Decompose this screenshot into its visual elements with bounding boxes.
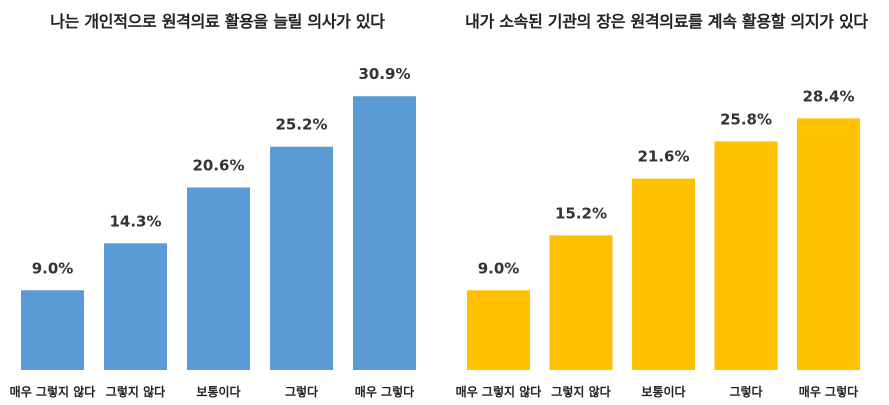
right-bar-4 (714, 141, 778, 370)
left-bar-1 (21, 290, 84, 370)
left-bar-5 (353, 96, 416, 370)
left-bar-3 (187, 187, 250, 370)
right-bar-3 (632, 178, 695, 370)
right-category-label-2: 그렇지 않다 (551, 384, 610, 399)
left-chart-panel: 나는 개인적으로 원격의료 활용을 늘릴 의사가 있다 9.0% 매우 그렇지 않… (0, 0, 435, 405)
left-category-label-3: 보통이다 (196, 384, 240, 399)
left-value-label-4: 25.2% (275, 116, 327, 134)
right-bar-2 (549, 235, 613, 370)
left-bar-2 (104, 243, 167, 370)
left-category-label-2: 그렇지 않다 (106, 384, 165, 399)
right-category-label-3: 보통이다 (641, 384, 685, 399)
left-chart-title: 나는 개인적으로 원격의료 활용을 늘릴 의사가 있다 (50, 12, 385, 31)
left-bar-chart: 9.0% 매우 그렇지 않다 14.3% 그렇지 않다 20.6% 보통이다 25.2% 그렇… (10, 65, 416, 399)
left-category-label-1: 매우 그렇지 않다 (10, 384, 96, 399)
right-value-label-3: 21.6% (637, 148, 689, 166)
left-value-label-5: 30.9% (358, 65, 410, 83)
left-category-label-5: 매우 그렇다 (355, 384, 414, 399)
left-value-label-1: 9.0% (32, 259, 74, 277)
left-value-label-3: 20.6% (192, 156, 244, 174)
right-chart-panel: 내가 소속된 기관의 장은 원격의료를 계속 활용할 의지가 있다 9.0% 매우… (444, 0, 889, 405)
left-value-label-2: 14.3% (109, 212, 161, 230)
right-value-label-4: 25.8% (720, 110, 772, 128)
left-category-label-4: 그렇다 (285, 384, 318, 399)
left-bar-4 (270, 146, 333, 370)
right-category-label-1: 매우 그렇지 않다 (456, 384, 542, 399)
right-category-label-5: 매우 그렇다 (799, 384, 858, 399)
right-value-label-1: 9.0% (478, 259, 520, 277)
right-category-label-4: 그렇다 (729, 384, 762, 399)
right-bar-5 (797, 118, 860, 370)
right-value-label-2: 15.2% (555, 204, 607, 222)
right-bar-chart: 9.0% 매우 그렇지 않다 15.2% 그렇지 않다 21.6% 보통이다 25.8% 그렇… (456, 87, 860, 399)
right-value-label-5: 28.4% (802, 87, 854, 105)
right-chart-title: 내가 소속된 기관의 장은 원격의료를 계속 활용할 의지가 있다 (465, 12, 868, 31)
right-bar-1 (467, 290, 530, 370)
